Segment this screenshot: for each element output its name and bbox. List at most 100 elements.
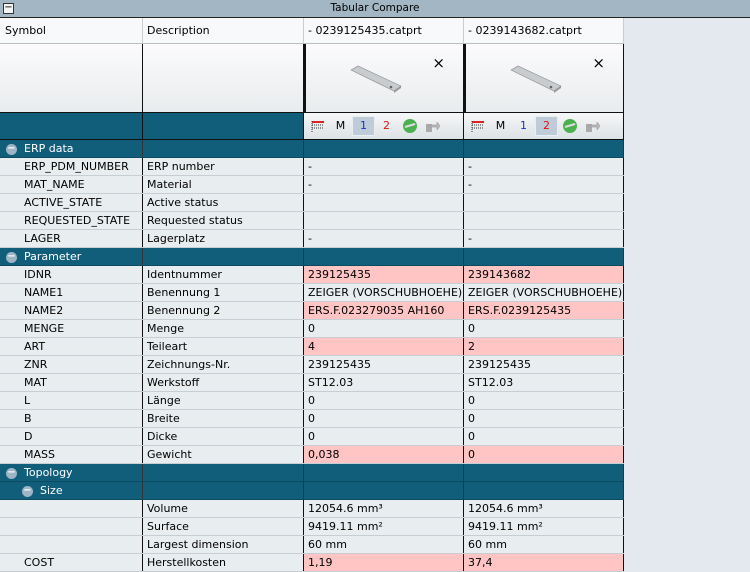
table-row[interactable]: L Länge 0 0 [0, 392, 624, 410]
value-file2: 0 [464, 320, 624, 337]
value-file1: 0,038 [304, 446, 464, 463]
symbol-cell: MAT_NAME [0, 176, 143, 193]
window-title: Tabular Compare [330, 2, 420, 14]
value-file1: 0 [304, 392, 464, 409]
value-file1: 60 mm [304, 536, 464, 553]
table-row[interactable]: Volume 12054.6 mm³ 12054.6 mm³ [0, 500, 624, 518]
table-row[interactable]: Largest dimension 60 mm 60 mm [0, 536, 624, 554]
value-file1: 1,19 [304, 554, 464, 571]
globe-icon[interactable] [398, 116, 421, 136]
value-file2: 239125435 [464, 356, 624, 373]
value-file2: 0 [464, 392, 624, 409]
close-icon[interactable]: × [432, 54, 445, 72]
table-row[interactable]: ART Teileart 4 2 [0, 338, 624, 356]
value-file2: 12054.6 mm³ [464, 500, 624, 517]
one-button[interactable]: 1 [352, 116, 375, 136]
title-bar: − Tabular Compare [0, 0, 750, 18]
description-cell: Material [143, 176, 304, 193]
table-row[interactable]: D Dicke 0 0 [0, 428, 624, 446]
header-row: Symbol Description - 0239125435.catprt -… [0, 18, 624, 44]
symbol-cell: ART [0, 338, 143, 355]
description-cell: Largest dimension [143, 536, 304, 553]
symbol-cell: MASS [0, 446, 143, 463]
table-row[interactable]: ERP_PDM_NUMBER ERP number - - [0, 158, 624, 176]
value-file1 [304, 194, 464, 211]
section-erp[interactable]: − ERP data [0, 140, 624, 158]
two-button[interactable]: 2 [383, 119, 390, 132]
description-cell: Active status [143, 194, 304, 211]
collapse-icon[interactable]: − [6, 251, 17, 263]
table-row[interactable]: MENGE Menge 0 0 [0, 320, 624, 338]
close-icon[interactable]: × [592, 54, 605, 72]
section-parameter[interactable]: − Parameter [0, 248, 624, 266]
symbol-cell: L [0, 392, 143, 409]
symbol-cell: NAME2 [0, 302, 143, 319]
description-cell: Zeichnungs-Nr. [143, 356, 304, 373]
description-cell: Werkstoff [143, 374, 304, 391]
description-cell: Volume [143, 500, 304, 517]
table-view-icon[interactable] [466, 116, 489, 136]
table-row[interactable]: ZNR Zeichnungs-Nr. 239125435 239125435 [0, 356, 624, 374]
export-icon[interactable] [581, 116, 604, 136]
description-cell: Herstellkosten [143, 554, 304, 571]
table-row[interactable]: COST Herstellkosten 1,19 37,4 [0, 554, 624, 572]
description-cell: Identnummer [143, 266, 304, 283]
value-file2: 0 [464, 428, 624, 445]
section-label: Size [40, 484, 63, 497]
value-file2: 0 [464, 410, 624, 427]
symbol-cell: D [0, 428, 143, 445]
value-file2: ZEIGER (VORSCHUBHOEHE) [464, 284, 624, 301]
table-row[interactable]: MASS Gewicht 0,038 0 [0, 446, 624, 464]
part-thumbnail [350, 65, 402, 93]
value-file1: 0 [304, 320, 464, 337]
value-file2: ERS.F.0239125435 [464, 302, 624, 319]
table-row[interactable]: REQUESTED_STATE Requested status [0, 212, 624, 230]
description-cell: Surface [143, 518, 304, 535]
collapse-icon[interactable]: − [22, 485, 33, 497]
col-description[interactable]: Description [143, 18, 304, 43]
value-file2 [464, 212, 624, 229]
value-file1: 239125435 [304, 356, 464, 373]
table-row[interactable]: MAT_NAME Material - - [0, 176, 624, 194]
table-row[interactable]: MAT Werkstoff ST12.03 ST12.03 [0, 374, 624, 392]
toolbar-file1: M 1 2 [304, 113, 464, 139]
toolbar-row: M 1 2 M 1 2 [0, 113, 624, 140]
symbol-cell: LAGER [0, 230, 143, 247]
export-icon[interactable] [421, 116, 444, 136]
table-row[interactable]: B Breite 0 0 [0, 410, 624, 428]
m-button[interactable]: M [335, 119, 346, 132]
value-file1: - [304, 230, 464, 247]
table-view-icon[interactable] [306, 116, 329, 136]
table-row[interactable]: ACTIVE_STATE Active status [0, 194, 624, 212]
value-file2: 0 [464, 446, 624, 463]
symbol-cell: MAT [0, 374, 143, 391]
one-button[interactable]: 1 [520, 119, 527, 132]
col-symbol[interactable]: Symbol [0, 18, 143, 43]
table-row[interactable]: LAGER Lagerplatz - - [0, 230, 624, 248]
globe-icon[interactable] [558, 116, 581, 136]
value-file1: 239125435 [304, 266, 464, 283]
collapse-button[interactable]: − [3, 2, 14, 14]
table-row[interactable]: NAME2 Benennung 2 ERS.F.023279035 AH160 ERS… [0, 302, 624, 320]
value-file1: 0 [304, 428, 464, 445]
table-row[interactable]: Surface 9419.11 mm² 9419.11 mm² [0, 518, 624, 536]
collapse-icon[interactable]: − [6, 143, 17, 155]
value-file2: 239143682 [464, 266, 624, 283]
col-file1[interactable]: - 0239125435.catprt [304, 18, 464, 43]
section-label: ERP data [24, 142, 74, 155]
symbol-cell: B [0, 410, 143, 427]
collapse-icon[interactable]: − [6, 467, 17, 479]
table-row[interactable]: IDNR Identnummer 239125435 239143682 [0, 266, 624, 284]
value-file1: ST12.03 [304, 374, 464, 391]
section-size[interactable]: − Size [0, 482, 624, 500]
symbol-cell [0, 536, 143, 553]
table-row[interactable]: NAME1 Benennung 1 ZEIGER (VORSCHUBHOEHE) ZE… [0, 284, 624, 302]
m-button[interactable]: M [495, 119, 506, 132]
two-button[interactable]: 2 [535, 116, 558, 136]
section-topology[interactable]: − Topology [0, 464, 624, 482]
description-cell: Lagerplatz [143, 230, 304, 247]
col-file2[interactable]: - 0239143682.catprt [464, 18, 624, 43]
description-cell: Requested status [143, 212, 304, 229]
section-label: Parameter [24, 250, 82, 263]
value-file2: - [464, 158, 624, 175]
